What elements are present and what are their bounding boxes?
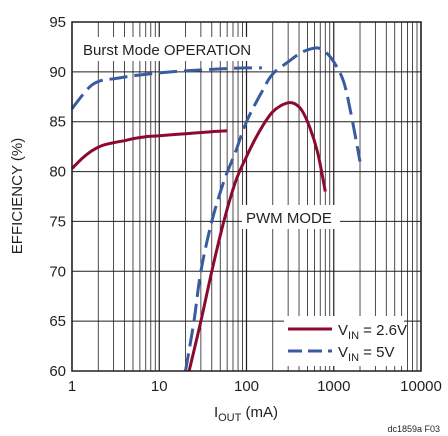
pwm-mode-annotation: PWM MODE — [246, 210, 332, 227]
series-line-vin-5v-burst — [70, 66, 262, 110]
pwm-annotation-bg — [242, 205, 340, 229]
x-tick-label: 10 — [151, 378, 168, 395]
x-tick-label: 100 — [234, 378, 259, 395]
y-tick-labels: 60 65 70 75 80 85 90 95 — [49, 14, 66, 380]
y-tick-label: 60 — [49, 363, 66, 380]
legend: VIN = 2.6V VIN = 5V — [284, 316, 407, 366]
series-layer — [70, 46, 362, 372]
legend-label-vin-5v: VIN = 5V — [338, 344, 394, 364]
legend-bg — [284, 316, 404, 366]
figure-id: dc1859a F03 — [387, 424, 440, 434]
x-tick-label: 1000 — [317, 378, 350, 395]
y-tick-label: 70 — [49, 263, 66, 280]
series-line-vin-2.6v-pwm — [187, 101, 327, 372]
y-tick-label: 80 — [49, 164, 66, 181]
legend-label-vin-2.6v: VIN = 2.6V — [338, 322, 407, 342]
series-line-vin-5v-pwm — [184, 46, 362, 372]
y-tick-label: 75 — [49, 213, 66, 230]
y-tick-label: 85 — [49, 114, 66, 131]
x-tick-label: 10000 — [400, 378, 442, 395]
y-tick-label: 90 — [49, 64, 66, 81]
series-line-vin-2.6v-burst — [70, 129, 228, 170]
plot-frame — [71, 21, 422, 372]
y-tick-label: 65 — [49, 313, 66, 330]
x-tick-label: 1 — [68, 378, 76, 395]
burst-annotation-bg — [78, 37, 268, 61]
burst-mode-annotation: Burst Mode OPERATION — [83, 42, 251, 59]
y-axis-label: EFFICIENCY (%) — [9, 138, 26, 254]
x-tick-labels: 1 10 100 1000 10000 — [68, 378, 442, 395]
y-tick-label: 95 — [49, 14, 66, 31]
x-axis-label: IOUT (mA) — [214, 404, 278, 424]
